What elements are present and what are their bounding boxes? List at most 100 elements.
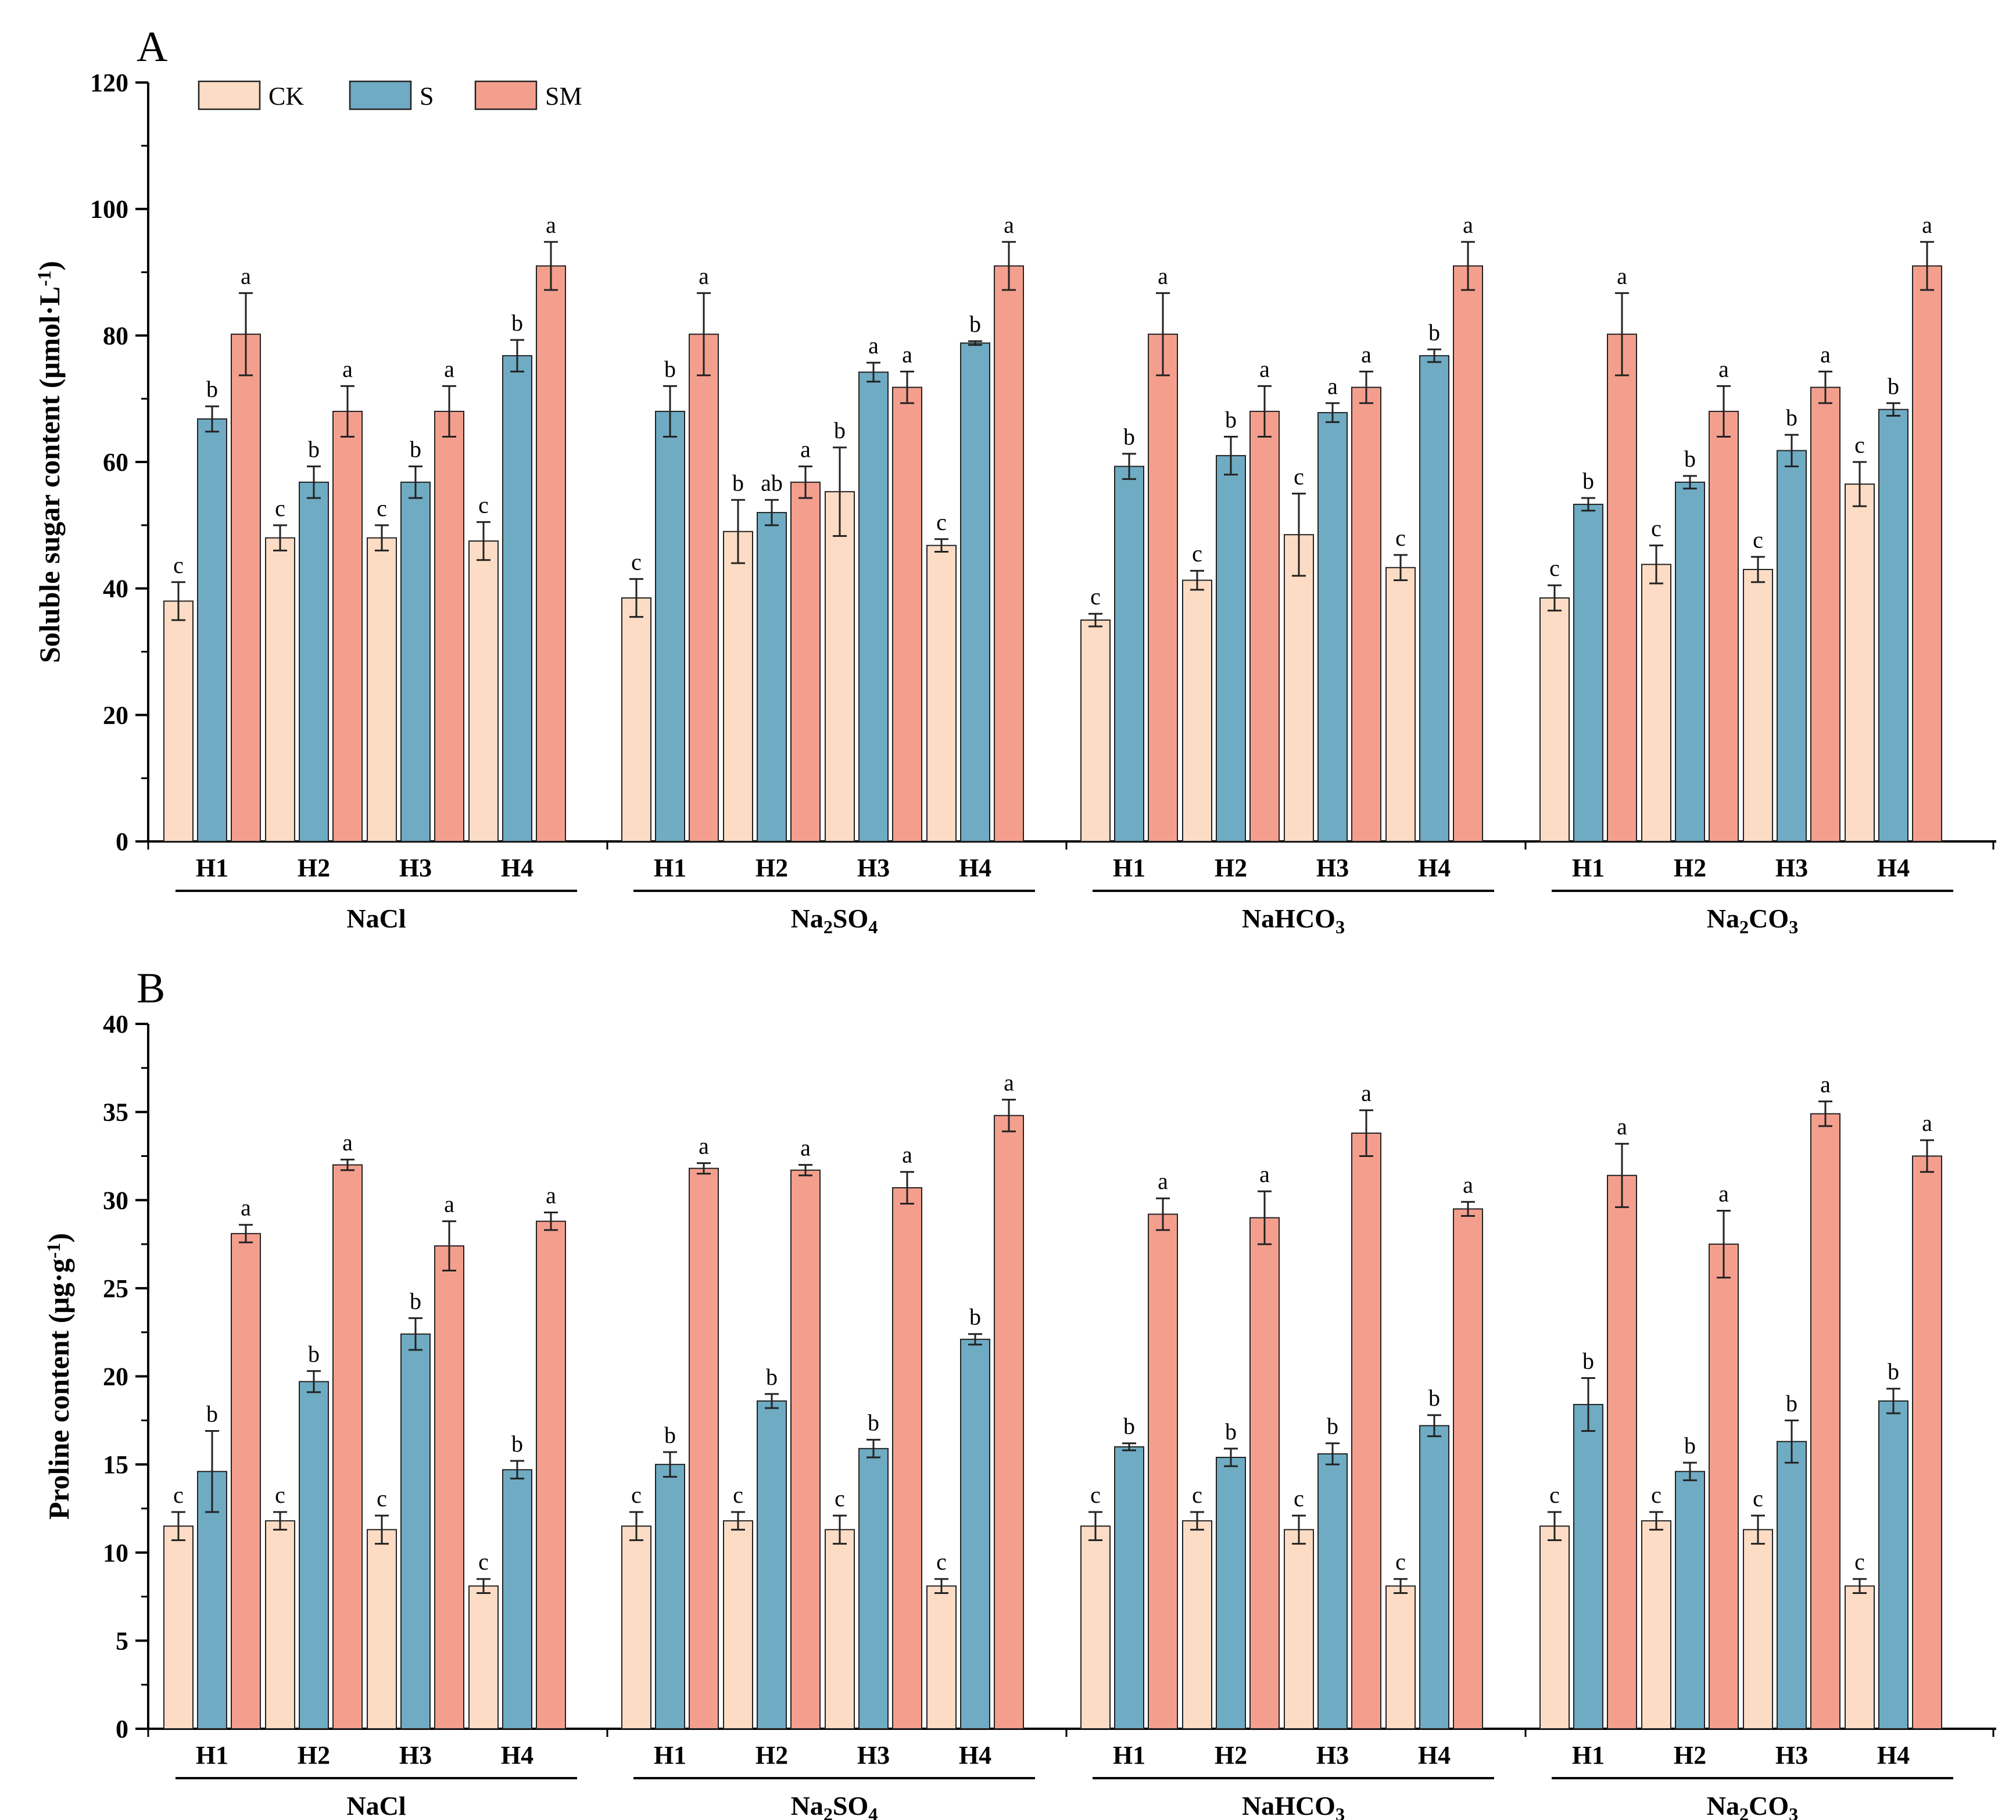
significance-label: c	[275, 1482, 285, 1508]
bar-s	[1777, 450, 1807, 842]
bar-s	[400, 481, 431, 842]
bar-sm	[1912, 265, 1942, 843]
bar-sm	[1351, 1133, 1381, 1729]
bar-s	[960, 342, 990, 842]
significance-label: a	[444, 1191, 454, 1217]
bar-s	[1317, 1453, 1348, 1729]
x-tick-label: H4	[959, 854, 991, 882]
significance-label: b	[1786, 404, 1797, 431]
bar-sm	[1249, 1217, 1280, 1729]
bar-sm	[536, 265, 566, 843]
y-tick-label: 80	[103, 321, 128, 350]
significance-label: c	[835, 1485, 845, 1511]
bar-sm	[1148, 1213, 1178, 1729]
x-tick-label: H1	[196, 854, 228, 882]
significance-label: a	[1617, 263, 1627, 289]
bar-ck	[367, 1529, 397, 1729]
panel-a: A 0 20 40 60 80 100 120 Soluble sugar content (μ…	[33, 23, 1996, 937]
bar-s	[858, 1448, 889, 1730]
bar-sm	[1709, 1244, 1739, 1729]
x-tick-label: H1	[1113, 854, 1145, 882]
bar-s	[960, 1338, 990, 1729]
significance-label: b	[664, 1422, 676, 1448]
significance-label: b	[1888, 373, 1899, 399]
x-tick-label: H3	[399, 854, 432, 882]
bar-ck	[1641, 1520, 1671, 1730]
significance-label: b	[766, 1364, 778, 1390]
y-tick-label: 20	[103, 701, 128, 729]
bar-ck	[1641, 564, 1671, 842]
significance-label: a	[1158, 263, 1168, 289]
significance-label: b	[1225, 1418, 1237, 1445]
x-tick-label: H2	[1215, 854, 1247, 882]
bar-ck	[1182, 579, 1212, 842]
y-tick-label: 35	[103, 1098, 128, 1127]
bar-ck	[1539, 1525, 1570, 1729]
significance-label: c	[1753, 1485, 1763, 1511]
bar-s	[197, 418, 227, 842]
significance-label: a	[800, 436, 811, 463]
significance-label: b	[511, 1431, 523, 1457]
bar-sm	[1351, 386, 1381, 842]
x-tick-label: H2	[298, 854, 330, 882]
x-tick-label: H2	[1215, 1741, 1247, 1769]
bar-sm	[892, 386, 922, 842]
bar-ck	[926, 544, 957, 842]
x-tick-label: H2	[1674, 854, 1706, 882]
significance-label: a	[902, 1142, 912, 1168]
significance-label: b	[1225, 406, 1237, 432]
x-tick-label: H4	[959, 1741, 991, 1769]
x-tick-label: H4	[1418, 854, 1451, 882]
bar-sm	[434, 410, 464, 842]
bar-s	[1675, 1471, 1705, 1729]
bar-s	[400, 1333, 431, 1729]
bar-sm	[1810, 386, 1840, 842]
group-label: Na2CO3	[1707, 1791, 1798, 1820]
bar-ck	[468, 540, 499, 842]
bar-sm	[1249, 410, 1280, 842]
bar-sm	[790, 1169, 821, 1729]
bar-sm	[1453, 265, 1483, 843]
significance-label: a	[1922, 212, 1932, 238]
significance-label: a	[1463, 1171, 1473, 1198]
bar-s	[502, 355, 532, 842]
bar-ck	[1743, 569, 1773, 842]
significance-label: a	[1327, 373, 1338, 399]
bar-ck	[1743, 1529, 1773, 1729]
significance-label: b	[1123, 424, 1135, 450]
bar-ck	[163, 600, 194, 843]
bar-ck	[1182, 1520, 1212, 1730]
group-label: Na2SO4	[791, 1791, 878, 1820]
x-tick-label: H3	[857, 854, 890, 882]
significance-label: b	[868, 1410, 879, 1436]
x-tick-label: H4	[501, 854, 533, 882]
x-tick-label: H1	[1572, 1741, 1605, 1769]
significance-label: b	[664, 356, 676, 382]
y-tick-label: 40	[103, 1010, 128, 1038]
significance-label: b	[206, 376, 218, 402]
significance-label: a	[1617, 1113, 1627, 1140]
group-label: NaCl	[346, 1791, 406, 1820]
bar-sm	[434, 1245, 464, 1729]
x-tick-label: H2	[755, 1741, 788, 1769]
bar-sm	[1912, 1155, 1942, 1729]
bar-s	[655, 410, 685, 842]
significance-label: b	[410, 1288, 421, 1314]
bar-s	[858, 371, 889, 842]
significance-label: a	[1158, 1168, 1168, 1194]
bar-ck	[1284, 534, 1314, 842]
significance-label: c	[1651, 1482, 1662, 1508]
significance-label: c	[1854, 432, 1865, 458]
y-tick-label: 120	[90, 69, 128, 97]
significance-label: c	[1753, 526, 1763, 553]
legend-swatch-sm	[474, 80, 538, 110]
bar-sm	[790, 481, 821, 842]
significance-label: c	[1294, 463, 1304, 489]
bar-s	[1878, 1400, 1908, 1730]
significance-label: a	[546, 212, 556, 238]
bar-ck	[1539, 597, 1570, 843]
significance-label: a	[1259, 356, 1270, 382]
bar-sm	[689, 334, 719, 842]
x-tick-label: H1	[196, 1741, 228, 1769]
bar-s	[1419, 355, 1449, 842]
